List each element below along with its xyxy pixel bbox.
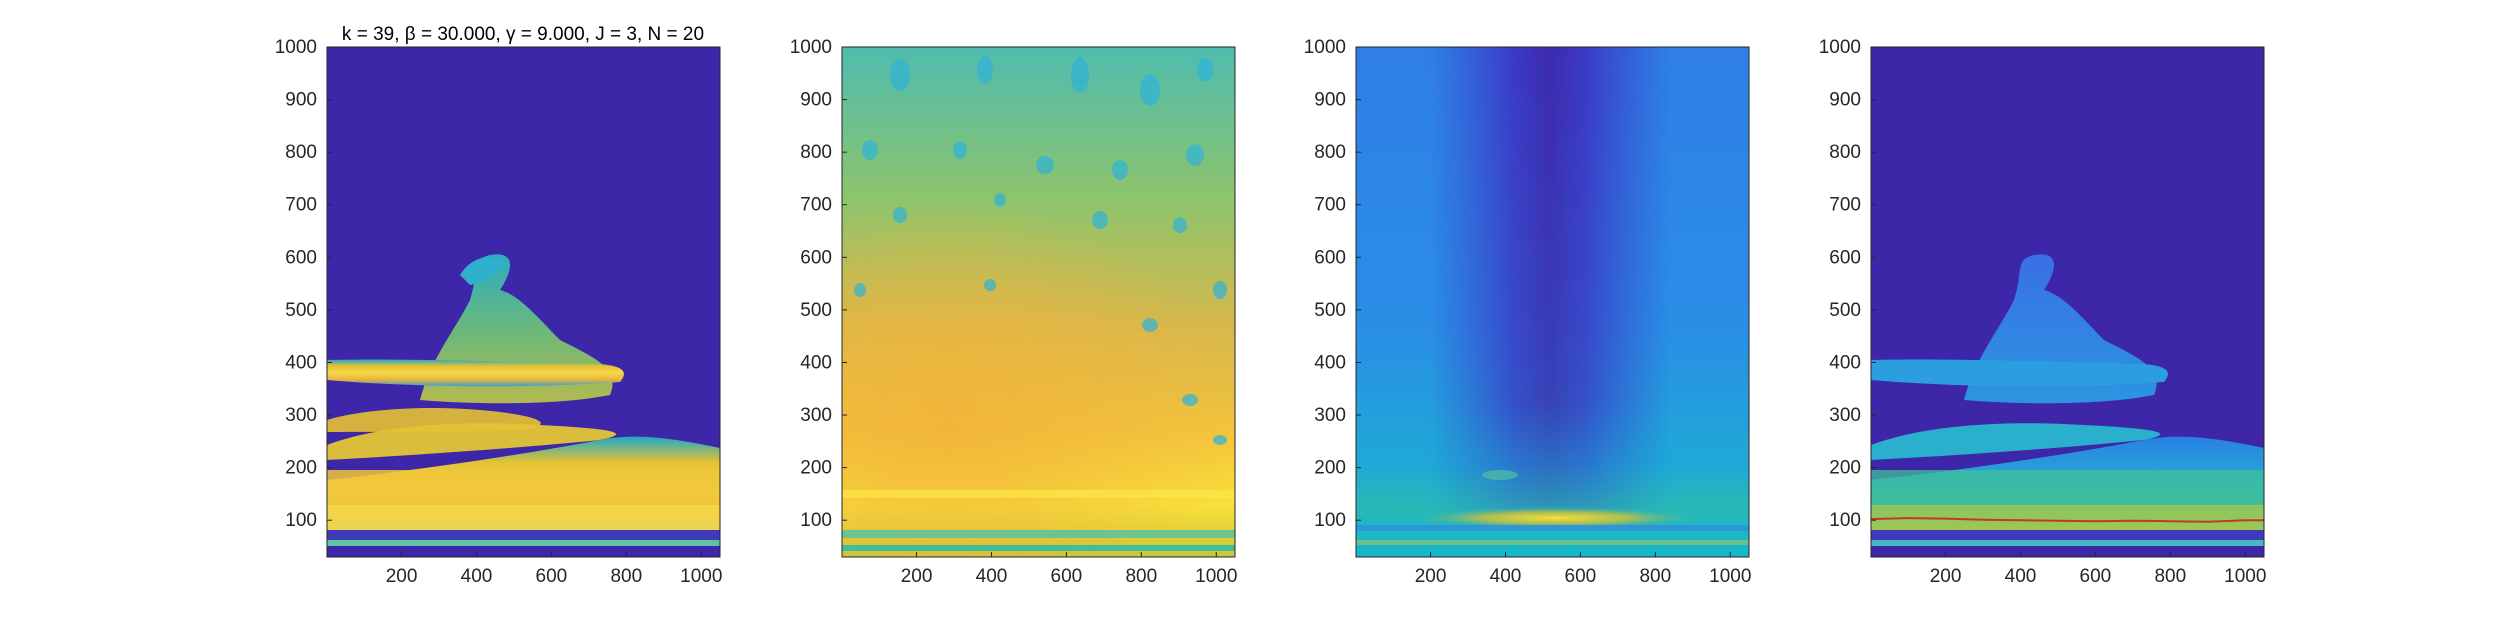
y-tick-label: 100 <box>800 510 832 531</box>
y-tick-label: 900 <box>1829 90 1861 111</box>
panel-2: 100 200 300 400 500 600 700 800 900 1000 200 400 60… <box>790 37 1238 587</box>
y-tick-label: 900 <box>285 90 317 111</box>
panel-2-xticks: 200 400 600 800 1000 <box>901 552 1237 587</box>
y-tick-label: 200 <box>1314 458 1346 479</box>
x-tick-label: 400 <box>1490 566 1522 587</box>
panel-4-axes <box>1870 46 2265 558</box>
y-tick-label: 200 <box>1829 458 1861 479</box>
panel-3-image <box>1356 47 1749 557</box>
panel-1-image <box>327 47 720 557</box>
y-tick-label: 500 <box>285 300 317 321</box>
y-tick-label: 1000 <box>1304 37 1346 58</box>
y-tick-label: 300 <box>1829 405 1861 426</box>
x-tick-label: 400 <box>976 566 1008 587</box>
y-tick-label: 600 <box>285 247 317 268</box>
panel-1-axes <box>326 46 721 558</box>
y-tick-label: 600 <box>1314 247 1346 268</box>
y-tick-label: 1000 <box>790 37 832 58</box>
y-tick-label: 900 <box>1314 90 1346 111</box>
panel-1: 100 200 300 400 500 600 700 800 900 1000 200 400 60… <box>275 24 723 587</box>
x-tick-label: 1000 <box>680 566 722 587</box>
panel-4-image <box>1871 47 2264 557</box>
y-tick-label: 100 <box>1829 510 1861 531</box>
x-tick-label: 200 <box>901 566 933 587</box>
x-tick-label: 200 <box>1415 566 1447 587</box>
panel-4-xticks: 200 400 600 800 1000 <box>1930 552 2266 587</box>
y-tick-label: 1000 <box>1819 37 1861 58</box>
x-tick-label: 1000 <box>1709 566 1751 587</box>
panel-3: 100 200 300 400 500 600 700 800 900 1000 200 400 60… <box>1304 37 1752 587</box>
y-tick-label: 300 <box>800 405 832 426</box>
y-tick-label: 500 <box>1314 300 1346 321</box>
x-tick-label: 800 <box>2154 566 2186 587</box>
panel-3-xticks: 200 400 600 800 1000 <box>1415 552 1751 587</box>
y-tick-label: 200 <box>285 458 317 479</box>
panel-2-yticks: 100 200 300 400 500 600 700 800 900 1000 <box>790 37 847 531</box>
x-tick-label: 400 <box>2005 566 2037 587</box>
y-tick-label: 800 <box>1314 142 1346 163</box>
panel-1-title: k = 39, β = 30.000, γ = 9.000, J = 3, N … <box>342 24 704 45</box>
y-tick-label: 700 <box>1829 195 1861 216</box>
y-tick-label: 600 <box>800 247 832 268</box>
x-tick-label: 800 <box>610 566 642 587</box>
y-tick-label: 300 <box>1314 405 1346 426</box>
y-tick-label: 100 <box>1314 510 1346 531</box>
y-tick-label: 700 <box>285 195 317 216</box>
y-tick-label: 800 <box>1829 142 1861 163</box>
y-tick-label: 400 <box>285 352 317 373</box>
y-tick-label: 200 <box>800 458 832 479</box>
panel-1-xticks: 200 400 600 800 1000 <box>386 552 722 587</box>
y-tick-label: 400 <box>800 352 832 373</box>
panel-3-axes <box>1355 46 1750 558</box>
panel-4-ridge-line <box>1871 517 2264 523</box>
panel-3-yticks: 100 200 300 400 500 600 700 800 900 1000 <box>1304 37 1361 531</box>
x-tick-label: 600 <box>536 566 568 587</box>
y-tick-label: 1000 <box>275 37 317 58</box>
panel-2-axes <box>841 46 1236 558</box>
x-tick-label: 400 <box>461 566 493 587</box>
y-tick-label: 800 <box>800 142 832 163</box>
panel-4: 100 200 300 400 500 600 700 800 900 1000 200 400 60… <box>1819 37 2267 587</box>
x-tick-label: 1000 <box>1195 566 1237 587</box>
y-tick-label: 700 <box>800 195 832 216</box>
y-tick-label: 700 <box>1314 195 1346 216</box>
panel-4-yticks: 100 200 300 400 500 600 700 800 900 1000 <box>1819 37 1876 531</box>
panel-2-image <box>842 47 1235 557</box>
y-tick-label: 600 <box>1829 247 1861 268</box>
y-tick-label: 900 <box>800 90 832 111</box>
y-tick-label: 400 <box>1829 352 1861 373</box>
y-tick-label: 300 <box>285 405 317 426</box>
y-tick-label: 500 <box>1829 300 1861 321</box>
x-tick-label: 800 <box>1125 566 1157 587</box>
y-tick-label: 800 <box>285 142 317 163</box>
y-tick-label: 100 <box>285 510 317 531</box>
panel-1-yticks: 100 200 300 400 500 600 700 800 900 1000 <box>275 37 332 531</box>
x-tick-label: 600 <box>1565 566 1597 587</box>
x-tick-label: 200 <box>386 566 418 587</box>
x-tick-label: 200 <box>1930 566 1962 587</box>
x-tick-label: 600 <box>2080 566 2112 587</box>
x-tick-label: 600 <box>1051 566 1083 587</box>
y-tick-label: 500 <box>800 300 832 321</box>
y-tick-label: 400 <box>1314 352 1346 373</box>
x-tick-label: 800 <box>1639 566 1671 587</box>
x-tick-label: 1000 <box>2224 566 2266 587</box>
